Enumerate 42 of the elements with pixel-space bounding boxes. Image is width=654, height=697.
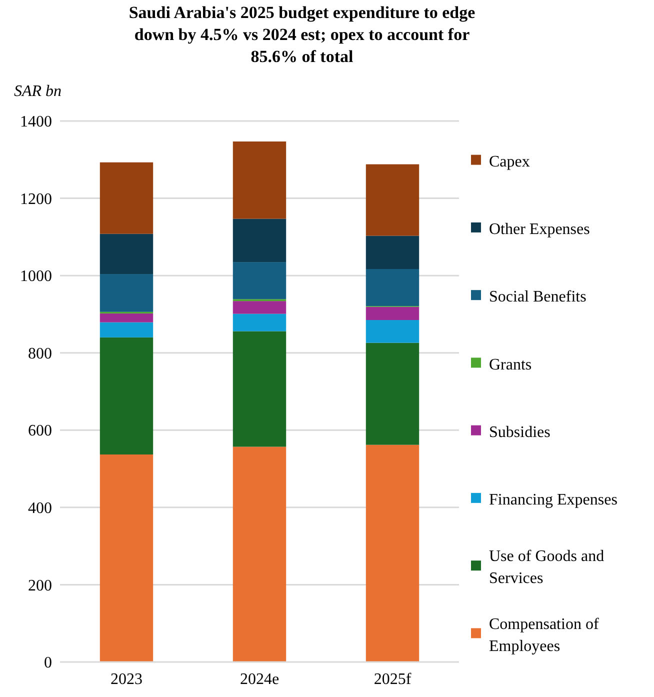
bar [100, 274, 154, 312]
y-tick-label: 600 [28, 422, 52, 440]
bar [366, 306, 420, 320]
legend-label: Grants [489, 356, 532, 374]
legend-label: Other Expenses [489, 221, 590, 238]
y-tick-label: 200 [28, 577, 52, 594]
legend-label: Subsidies [489, 424, 550, 441]
legend-label: Social Benefits [489, 288, 586, 306]
bar [232, 331, 286, 447]
bar [232, 314, 286, 332]
x-tick-label: 2025f [374, 671, 412, 688]
y-tick-label: 800 [28, 345, 52, 362]
legend-label: Compensation of Employees [489, 616, 600, 655]
bar [100, 337, 154, 454]
y-tick-label: 1200 [20, 190, 52, 208]
bar [100, 162, 154, 234]
chart-title: Saudi Arabia's 2025 budget expenditure to edge down by 4.5% vs 2024 est; opex to account for 85.6% of total [128, 3, 476, 66]
bar [232, 446, 286, 662]
y-tick-label: 400 [28, 500, 52, 518]
y-tick-label: 1000 [20, 268, 52, 286]
x-tick-label: 2024e [240, 671, 280, 688]
legend-label: Capex [489, 153, 530, 170]
bar [232, 218, 286, 262]
legend-label: Financing Expenses [489, 492, 618, 509]
bar [100, 234, 154, 274]
bar [366, 269, 420, 306]
bar [232, 301, 286, 314]
x-tick-label: 2023 [110, 671, 142, 688]
bar [366, 320, 420, 343]
bar [366, 236, 420, 269]
y-tick-label: 1400 [20, 114, 52, 131]
bar [100, 313, 154, 322]
bar [366, 444, 420, 662]
bar [366, 342, 420, 445]
legend-label: Use of Goods and Services [489, 548, 604, 588]
y-tick-label: 0 [44, 654, 52, 672]
bar [100, 322, 154, 338]
bar [232, 141, 286, 219]
bar [366, 164, 420, 236]
bar [232, 262, 286, 300]
bar [100, 454, 154, 662]
y-axis-title: SAR bn [14, 83, 62, 100]
